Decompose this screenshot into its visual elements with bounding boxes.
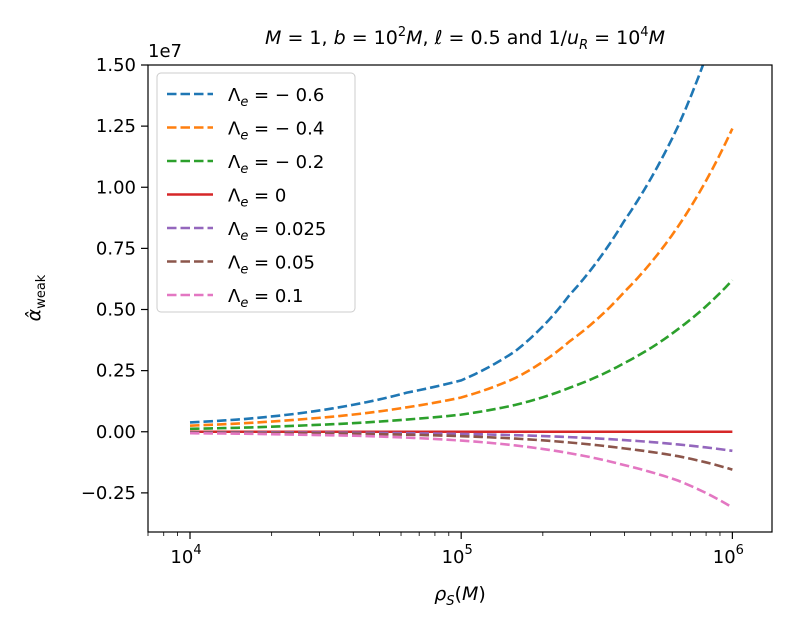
y-tick-label: 0.50 <box>96 300 136 321</box>
plot-frame <box>147 64 773 533</box>
y-tick-label: 1.25 <box>96 116 136 137</box>
series-line-2 <box>189 279 734 431</box>
series-line-5 <box>190 431 733 471</box>
y-tick-label: −0.25 <box>81 483 136 504</box>
series-group <box>189 65 734 509</box>
legend-label-6: Λe = 0.1 <box>228 286 303 311</box>
x-tick-label: 106 <box>713 543 744 568</box>
legend-label-0: Λe = − 0.6 <box>228 85 324 110</box>
x-tick-label: 105 <box>442 543 473 568</box>
legend-frame <box>156 72 356 313</box>
legend-label-2: Λe = − 0.2 <box>228 152 324 177</box>
y-offset-text: 1e7 <box>148 41 182 62</box>
y-axis-ticks: −0.25 0.00 0.25 0.50 0.75 1.00 1.25 1.50 <box>81 55 148 504</box>
legend-label-5: Λe = 0.05 <box>228 253 315 278</box>
y-tick-label: 1.50 <box>96 55 136 76</box>
series-line-0 <box>189 65 705 424</box>
y-tick-label: 0.00 <box>96 422 136 443</box>
y-tick-label: 1.00 <box>96 177 136 198</box>
y-axis-label: α̂weak <box>23 274 49 321</box>
chart-title: M = 1, b = 102M, ℓ = 0.5 and 1/uR = 104M <box>265 25 665 53</box>
series-line-6 <box>190 431 734 509</box>
series-line-1 <box>189 128 734 427</box>
legend-label-1: Λe = − 0.4 <box>228 119 324 144</box>
y-tick-label: 0.25 <box>96 361 136 382</box>
x-tick-label: 104 <box>170 543 201 568</box>
legend: Λe = − 0.6 Λe = − 0.4 Λe = − 0.2 Λe = 0 Λe =… <box>156 72 356 313</box>
legend-label-4: Λe = 0.025 <box>228 219 326 244</box>
x-axis-label: ρS(M) <box>434 583 486 609</box>
y-tick-label: 0.75 <box>96 238 136 259</box>
x-axis-ticks: 104 105 106 <box>147 532 744 568</box>
legend-label-3: Λe = 0 <box>228 186 286 211</box>
